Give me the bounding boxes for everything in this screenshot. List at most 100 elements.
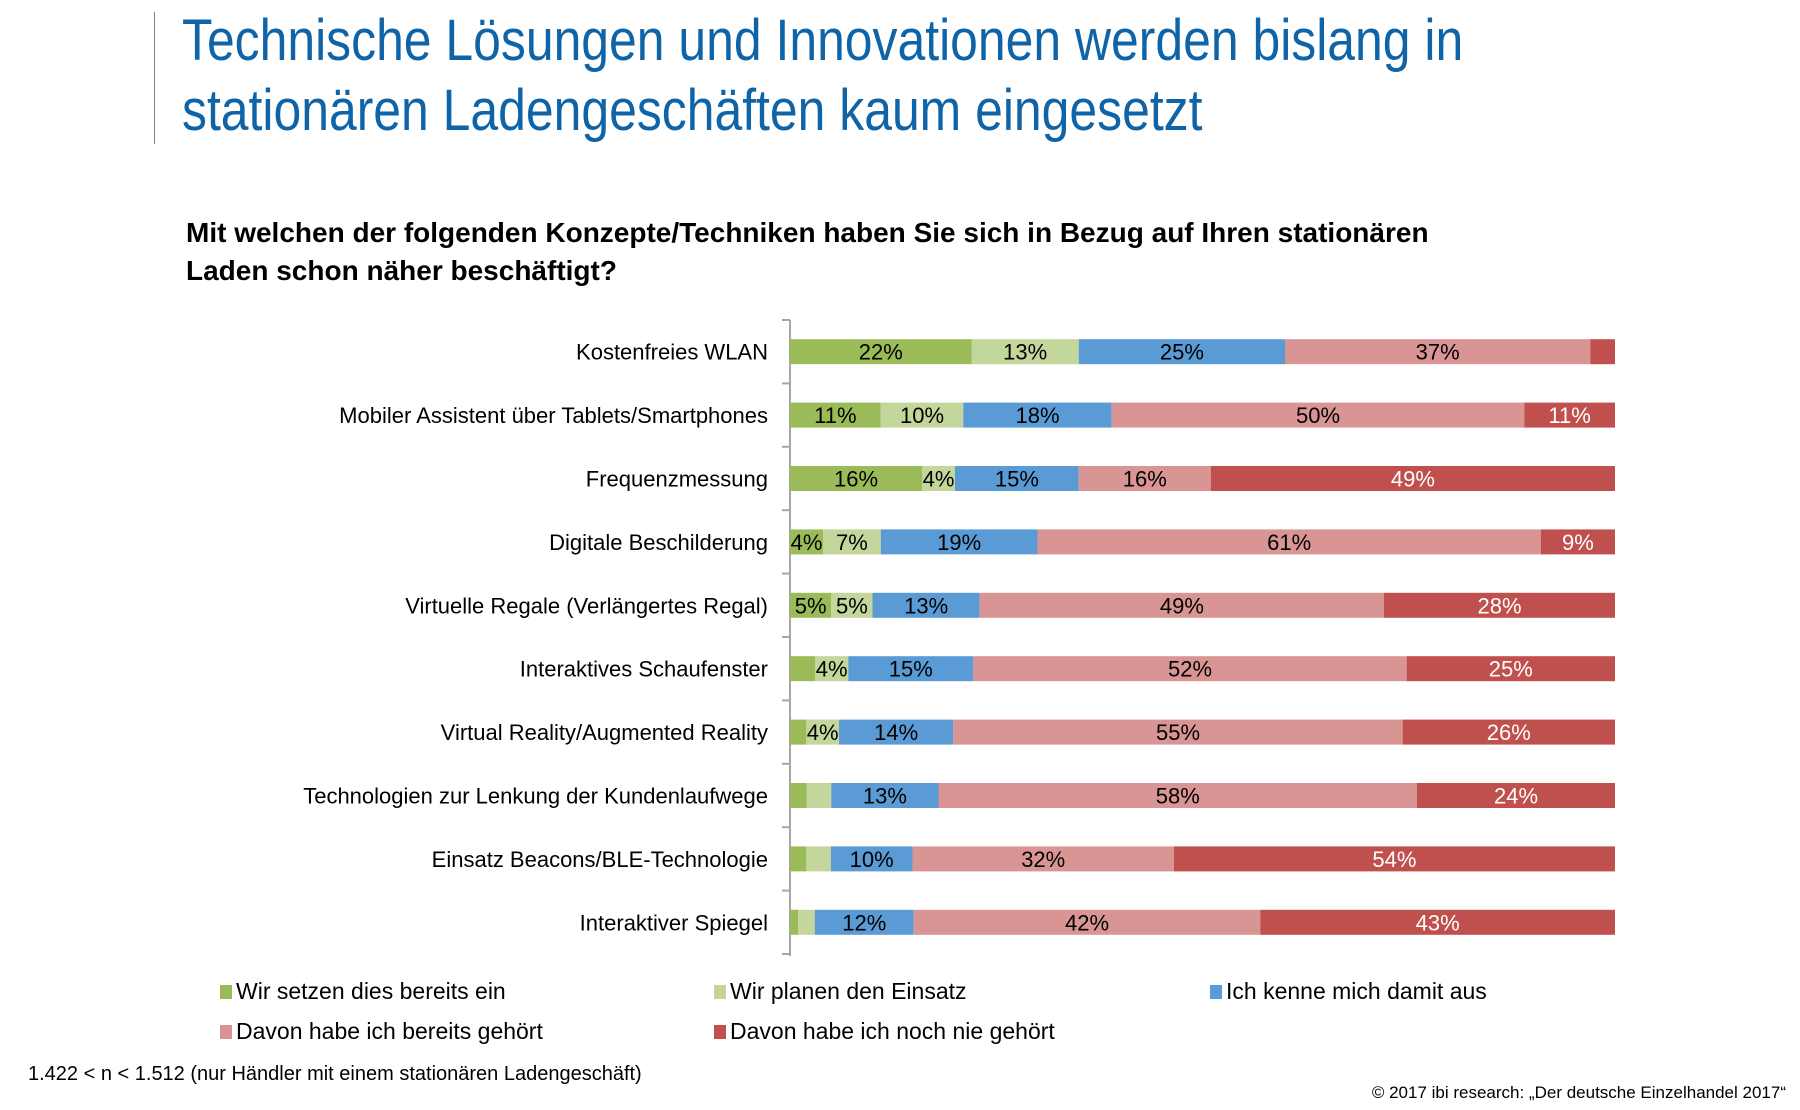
bar-segment	[848, 656, 974, 682]
data-label: 37%	[1416, 340, 1460, 365]
data-label: 25%	[1160, 340, 1204, 365]
bar-segment	[1406, 656, 1615, 682]
data-label: 14%	[874, 720, 918, 745]
legend-label: Ich kenne mich damit aus	[1226, 978, 1487, 1004]
bar-segment	[955, 466, 1079, 491]
data-label: 32%	[1021, 847, 1065, 872]
category-label: Virtuelle Regale (Verlängertes Regal)	[405, 593, 768, 618]
bar-segment	[938, 783, 1417, 808]
bar-segment	[973, 656, 1407, 682]
bar-segment	[806, 719, 840, 745]
bar-segment	[1384, 592, 1615, 618]
bar-segment	[790, 783, 807, 808]
data-label: 4%	[816, 657, 848, 682]
data-label: 18%	[1015, 403, 1059, 428]
bar-segment	[790, 909, 799, 935]
data-label: 13%	[904, 593, 948, 618]
bar-segment	[1210, 466, 1615, 491]
data-label: 43%	[1416, 910, 1460, 935]
legend-item: Wir planen den Einsatz	[714, 978, 967, 1005]
bar-segment	[953, 719, 1403, 745]
legend-label: Wir setzen dies bereits ein	[236, 978, 506, 1004]
bar-segment	[831, 783, 939, 808]
question-line-2: Laden schon näher beschäftigt?	[186, 255, 617, 286]
bar-segment	[839, 719, 954, 745]
data-label: 16%	[1123, 467, 1167, 492]
bar-segment	[1111, 402, 1525, 428]
category-label: Interaktives Schaufenster	[520, 657, 768, 682]
data-label: 54%	[1372, 847, 1416, 872]
data-label: 5%	[836, 593, 868, 618]
bar-segment	[823, 529, 881, 555]
category-label: Interaktiver Spiegel	[580, 910, 768, 935]
bar-segment	[1402, 719, 1615, 745]
bar-segment	[912, 846, 1174, 872]
category-label: Technologien zur Lenkung der Kundenlaufw…	[303, 784, 768, 809]
data-label: 11%	[814, 403, 856, 428]
data-label: 55%	[1156, 720, 1200, 745]
bar-segment	[1524, 402, 1615, 428]
data-label: 50%	[1296, 403, 1340, 428]
data-label: 10%	[900, 403, 944, 428]
legend-swatch	[714, 1024, 726, 1039]
data-label: 9%	[1562, 530, 1594, 555]
bar-segment	[790, 719, 807, 745]
data-label: 10%	[850, 847, 894, 872]
data-label: 28%	[1477, 593, 1521, 618]
data-label: 15%	[995, 467, 1039, 492]
data-label: 49%	[1391, 467, 1435, 492]
title-divider	[154, 12, 155, 144]
legend-label: Wir planen den Einsatz	[730, 978, 967, 1004]
data-label: 16%	[834, 467, 878, 492]
data-label: 11%	[1548, 403, 1590, 428]
data-label: 19%	[937, 530, 981, 555]
data-label: 26%	[1487, 720, 1531, 745]
bar-segment	[1590, 339, 1615, 365]
data-label: 7%	[836, 530, 868, 555]
category-label: Kostenfreies WLAN	[576, 340, 768, 365]
bar-segment	[1417, 783, 1615, 808]
legend-swatch	[220, 1024, 232, 1039]
bar-segment	[1260, 909, 1615, 935]
data-label: 12%	[842, 910, 886, 935]
bar-segment	[831, 592, 873, 618]
title-line-2: stationären Ladengeschäften kaum eingese…	[182, 78, 1203, 143]
data-label: 4%	[923, 467, 955, 492]
bar-segment	[815, 656, 849, 682]
sample-size-footnote: 1.422 < n < 1.512 (nur Händler mit einem…	[28, 1063, 642, 1085]
data-label: 61%	[1267, 530, 1311, 555]
bar-segment	[830, 846, 913, 872]
chart-question: Mit welchen der folgenden Konzepte/Techn…	[186, 214, 1429, 290]
data-label: 42%	[1065, 910, 1109, 935]
bar-segment	[963, 402, 1112, 428]
data-label: 4%	[807, 720, 839, 745]
bar-segment	[979, 592, 1384, 618]
title-line-1: Technische Lösungen und Innovationen wer…	[182, 8, 1464, 73]
bar-segment	[1078, 339, 1285, 365]
bar-segment	[806, 783, 832, 808]
bar-segment	[790, 466, 922, 491]
copyright-notice: © 2017 ibi research: „Der deutsche Einze…	[1371, 1083, 1786, 1102]
legend-item: Davon habe ich bereits gehört	[220, 1018, 543, 1045]
category-label: Virtual Reality/Augmented Reality	[441, 720, 768, 745]
data-label: 13%	[1003, 340, 1047, 365]
question-line-1: Mit welchen der folgenden Konzepte/Techn…	[186, 217, 1429, 248]
legend-label: Davon habe ich bereits gehört	[236, 1018, 543, 1044]
data-label: 49%	[1160, 593, 1204, 618]
bar-segment	[790, 402, 881, 428]
category-label: Frequenzmessung	[586, 467, 768, 492]
data-label: 13%	[863, 784, 907, 809]
bar-segment	[971, 339, 1079, 365]
bar-segment	[790, 592, 832, 618]
bar-segment	[880, 402, 964, 428]
bar-segment	[913, 909, 1261, 935]
data-label: 58%	[1156, 784, 1200, 809]
bar-segment	[806, 846, 831, 872]
bar-segment	[1078, 466, 1211, 491]
bar-segment	[1540, 529, 1615, 555]
bar-segment	[790, 656, 815, 682]
data-label: 52%	[1168, 657, 1212, 682]
data-label: 25%	[1489, 657, 1533, 682]
data-label: 24%	[1494, 784, 1538, 809]
